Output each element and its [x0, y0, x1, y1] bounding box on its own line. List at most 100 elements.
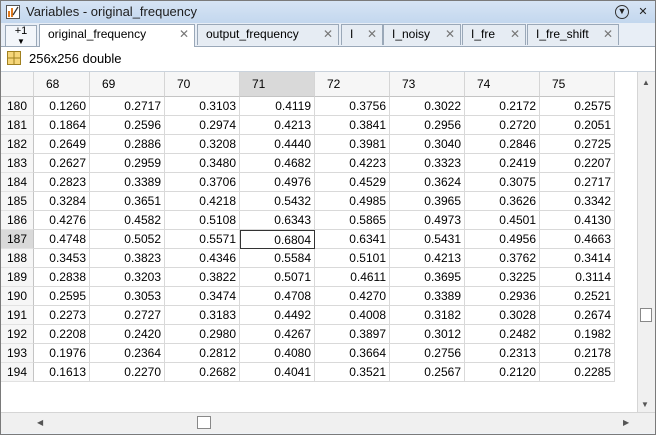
- table-cell[interactable]: 0.5571: [165, 230, 240, 249]
- table-cell[interactable]: 0.3651: [90, 192, 165, 211]
- table-cell[interactable]: 0.2285: [540, 363, 615, 382]
- table-cell[interactable]: 0.4682: [240, 154, 315, 173]
- table-cell[interactable]: 0.2420: [90, 325, 165, 344]
- column-header-70[interactable]: 70: [165, 72, 240, 97]
- table-cell[interactable]: 0.5865: [315, 211, 390, 230]
- table-cell[interactable]: 0.3453: [34, 249, 90, 268]
- table-cell[interactable]: 0.3040: [390, 135, 465, 154]
- table-cell[interactable]: 0.4267: [240, 325, 315, 344]
- table-cell[interactable]: 0.1976: [34, 344, 90, 363]
- table-cell[interactable]: 0.5432: [240, 192, 315, 211]
- column-header-71[interactable]: 71: [240, 72, 315, 97]
- table-cell[interactable]: 0.1982: [540, 325, 615, 344]
- table-cell[interactable]: 0.2980: [165, 325, 240, 344]
- table-cell[interactable]: 0.3626: [465, 192, 540, 211]
- tab-i-fre-shift[interactable]: I_fre_shift ✕: [527, 24, 619, 45]
- title-bar[interactable]: Variables - original_frequency ▼ ✕: [1, 1, 655, 24]
- table-cell[interactable]: 0.3284: [34, 192, 90, 211]
- column-header-75[interactable]: 75: [540, 72, 615, 97]
- table-cell[interactable]: 0.1613: [34, 363, 90, 382]
- table-cell[interactable]: 0.4008: [315, 306, 390, 325]
- row-header-180[interactable]: 180: [1, 97, 34, 116]
- table-cell[interactable]: 0.6341: [315, 230, 390, 249]
- table-cell[interactable]: 0.4976: [240, 173, 315, 192]
- table-cell[interactable]: 0.2120: [465, 363, 540, 382]
- row-header-194[interactable]: 194: [1, 363, 34, 382]
- table-cell[interactable]: 0.2627: [34, 154, 90, 173]
- table-cell[interactable]: 0.3664: [315, 344, 390, 363]
- row-header-190[interactable]: 190: [1, 287, 34, 306]
- table-cell[interactable]: 0.2717: [540, 173, 615, 192]
- table-cell[interactable]: 0.2727: [90, 306, 165, 325]
- table-cell[interactable]: 0.2717: [90, 97, 165, 116]
- tab-i-fre[interactable]: I_fre ✕: [462, 24, 526, 45]
- tab-i-noisy[interactable]: I_noisy ✕: [383, 24, 461, 45]
- column-header-73[interactable]: 73: [390, 72, 465, 97]
- table-cell[interactable]: 0.3706: [165, 173, 240, 192]
- table-cell[interactable]: 0.5584: [240, 249, 315, 268]
- tab-close-icon[interactable]: ✕: [602, 27, 613, 41]
- table-cell[interactable]: 0.5071: [240, 268, 315, 287]
- table-cell[interactable]: 0.4346: [165, 249, 240, 268]
- scroll-up-icon[interactable]: ▲: [642, 78, 650, 87]
- table-cell[interactable]: 0.2812: [165, 344, 240, 363]
- table-cell[interactable]: 0.3521: [315, 363, 390, 382]
- tab-close-icon[interactable]: ✕: [178, 27, 189, 41]
- table-cell[interactable]: 0.1260: [34, 97, 90, 116]
- table-cell[interactable]: 0.3053: [90, 287, 165, 306]
- table-cell[interactable]: 0.2178: [540, 344, 615, 363]
- table-cell[interactable]: 0.3624: [390, 173, 465, 192]
- row-header-188[interactable]: 188: [1, 249, 34, 268]
- tab-original-frequency[interactable]: original_frequency ✕: [39, 24, 195, 47]
- table-cell[interactable]: 0.5431: [390, 230, 465, 249]
- table-cell[interactable]: 0.2051: [540, 116, 615, 135]
- scroll-down-icon[interactable]: ▼: [641, 400, 649, 409]
- table-cell[interactable]: 0.2838: [34, 268, 90, 287]
- table-cell[interactable]: 0.2720: [465, 116, 540, 135]
- row-header-189[interactable]: 189: [1, 268, 34, 287]
- table-cell[interactable]: 0.2756: [390, 344, 465, 363]
- table-cell[interactable]: 0.2846: [465, 135, 540, 154]
- table-cell[interactable]: 0.3075: [465, 173, 540, 192]
- table-cell[interactable]: 0.4119: [240, 97, 315, 116]
- column-header-68[interactable]: 68: [34, 72, 90, 97]
- close-icon[interactable]: ✕: [638, 6, 648, 18]
- table-cell[interactable]: 0.1864: [34, 116, 90, 135]
- table-cell[interactable]: 0.3480: [165, 154, 240, 173]
- scroll-left-icon[interactable]: ◀: [37, 418, 44, 427]
- table-cell[interactable]: 0.4973: [390, 211, 465, 230]
- table-cell[interactable]: 0.3183: [165, 306, 240, 325]
- table-cell[interactable]: 0.3965: [390, 192, 465, 211]
- table-cell[interactable]: 0.2172: [465, 97, 540, 116]
- row-header-192[interactable]: 192: [1, 325, 34, 344]
- table-cell[interactable]: 0.3414: [540, 249, 615, 268]
- tab-close-icon[interactable]: ✕: [444, 27, 455, 41]
- row-header-181[interactable]: 181: [1, 116, 34, 135]
- table-cell[interactable]: 0.5108: [165, 211, 240, 230]
- table-cell[interactable]: 0.4529: [315, 173, 390, 192]
- table-cell[interactable]: 0.6343: [240, 211, 315, 230]
- column-header-72[interactable]: 72: [315, 72, 390, 97]
- table-cell[interactable]: 0.3182: [390, 306, 465, 325]
- row-header-182[interactable]: 182: [1, 135, 34, 154]
- table-cell[interactable]: 0.6804: [240, 230, 315, 249]
- table-cell[interactable]: 0.3103: [165, 97, 240, 116]
- tab-overflow-button[interactable]: +1 ▼: [5, 25, 37, 47]
- table-cell[interactable]: 0.3203: [90, 268, 165, 287]
- table-cell[interactable]: 0.4223: [315, 154, 390, 173]
- table-cell[interactable]: 0.3389: [90, 173, 165, 192]
- column-header-69[interactable]: 69: [90, 72, 165, 97]
- table-cell[interactable]: 0.3028: [465, 306, 540, 325]
- vertical-scrollbar[interactable]: ▲: [637, 72, 655, 412]
- table-cell[interactable]: 0.2682: [165, 363, 240, 382]
- row-header-187[interactable]: 187: [1, 230, 34, 249]
- scroll-right-icon[interactable]: ▶: [623, 418, 630, 427]
- table-cell[interactable]: 0.3389: [390, 287, 465, 306]
- table-cell[interactable]: 0.2649: [34, 135, 90, 154]
- tab-i[interactable]: I ✕: [341, 24, 383, 45]
- table-cell[interactable]: 0.3695: [390, 268, 465, 287]
- row-header-186[interactable]: 186: [1, 211, 34, 230]
- table-cell[interactable]: 0.3762: [465, 249, 540, 268]
- table-cell[interactable]: 0.3012: [390, 325, 465, 344]
- row-header-183[interactable]: 183: [1, 154, 34, 173]
